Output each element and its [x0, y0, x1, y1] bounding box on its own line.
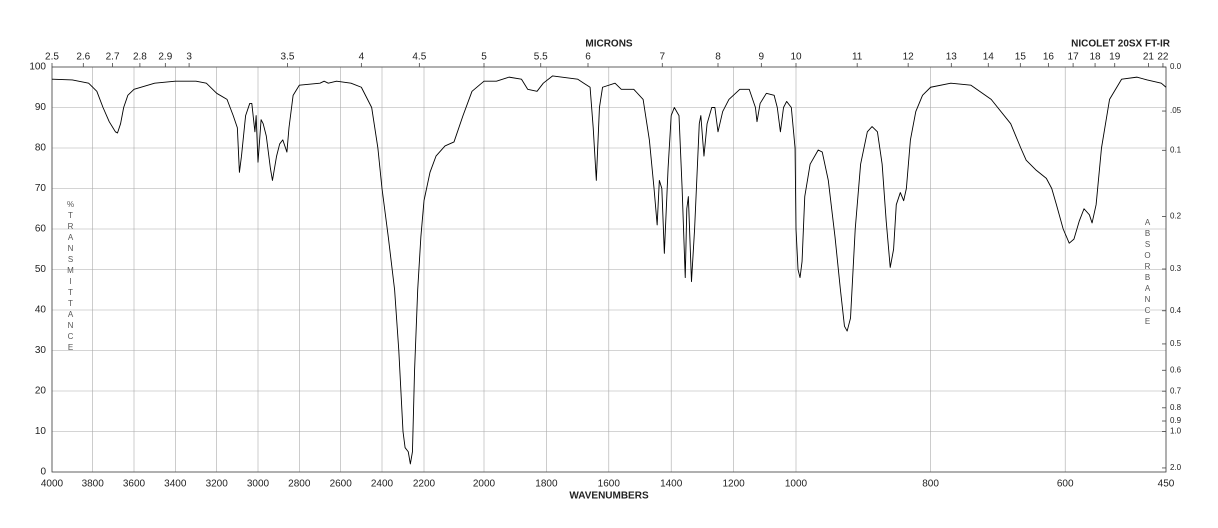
x-tick-label: 600 [1057, 479, 1074, 490]
micron-tick-label: 5 [481, 52, 487, 63]
micron-tick-label: 4 [359, 52, 365, 63]
micron-tick-label: 10 [790, 52, 802, 63]
y2-tick-label: .05 [1170, 106, 1182, 115]
x-tick-label: 4000 [41, 479, 64, 490]
x-tick-label: 3400 [164, 479, 187, 490]
micron-tick-label: 12 [903, 52, 915, 63]
micron-tick-label: 19 [1109, 52, 1121, 63]
spectrum-line [51, 75, 1167, 465]
micron-tick-label: 9 [759, 52, 765, 63]
micron-tick-label: 3.5 [281, 52, 295, 63]
micron-tick-label: 13 [946, 52, 958, 63]
y2-tick-label: 1.0 [1170, 427, 1182, 436]
micron-tick-label: 11 [852, 52, 863, 63]
y-tick-label: 70 [35, 183, 47, 194]
x-tick-label: 1000 [785, 479, 808, 490]
micron-tick-label: 5.5 [534, 52, 548, 63]
y2-tick-label: 0.0 [1170, 62, 1182, 71]
y-tick-label: 80 [35, 143, 47, 154]
x-tick-label: 3200 [206, 479, 229, 490]
x-tick-label: 1600 [598, 479, 621, 490]
y2-tick-label: 0.9 [1170, 416, 1182, 425]
micron-tick-label: 2.5 [45, 52, 59, 63]
y-tick-label: 0 [40, 467, 46, 478]
micron-tick-label: 8 [715, 52, 721, 63]
x-tick-label: 450 [1158, 479, 1175, 490]
x-tick-label: 2000 [473, 479, 496, 490]
y-tick-label: 90 [35, 102, 47, 113]
y-tick-label: 60 [35, 224, 47, 235]
x-tick-label: 3800 [82, 479, 105, 490]
x-tick-label: 1400 [660, 479, 683, 490]
micron-tick-label: 2.6 [76, 52, 90, 63]
x-tick-label: 2600 [330, 479, 353, 490]
x-tick-label: 1200 [722, 479, 745, 490]
y-tick-label: 100 [29, 62, 46, 73]
y2-axis-label: ABSORBANCE [1143, 218, 1152, 328]
y2-tick-label: 0.5 [1170, 339, 1182, 348]
x-tick-label: 1800 [535, 479, 558, 490]
micron-tick-label: 7 [660, 52, 666, 63]
y2-tick-label: 2.0 [1170, 463, 1182, 472]
chart-title: MICRONS [585, 39, 633, 50]
y2-tick-label: 0.3 [1170, 264, 1182, 273]
micron-tick-label: 18 [1090, 52, 1102, 63]
y-axis-label: %TRANSMITTANCE [66, 200, 75, 354]
instrument-label: NICOLET 20SX FT-IR [1071, 39, 1171, 50]
micron-tick-label: 2.9 [158, 52, 172, 63]
plot-frame [51, 66, 1167, 473]
x-tick-label: 2800 [288, 479, 311, 490]
x-tick-label: 2200 [413, 479, 436, 490]
x-tick-label: 3000 [247, 479, 270, 490]
y2-tick-label: 0.4 [1170, 306, 1182, 315]
y-tick-label: 50 [35, 264, 47, 275]
y-tick-label: 10 [35, 426, 47, 437]
y-tick-label: 30 [35, 345, 47, 356]
micron-tick-label: 21 [1143, 52, 1155, 63]
micron-tick-label: 17 [1068, 52, 1080, 63]
micron-tick-label: 6 [585, 52, 591, 63]
micron-tick-label: 2.7 [106, 52, 120, 63]
y2-tick-label: 0.7 [1170, 386, 1182, 395]
micron-tick-label: 22 [1157, 52, 1169, 63]
x-tick-label: 3600 [123, 479, 146, 490]
micron-tick-label: 16 [1043, 52, 1055, 63]
y-tick-label: 40 [35, 305, 47, 316]
y2-tick-label: 0.8 [1170, 403, 1182, 412]
y2-tick-label: 0.2 [1170, 212, 1182, 221]
y2-tick-label: 0.1 [1170, 145, 1182, 154]
micron-tick-label: 3 [186, 52, 192, 63]
micron-tick-label: 14 [983, 52, 995, 63]
micron-tick-label: 4.5 [412, 52, 426, 63]
y2-tick-label: 0.6 [1170, 365, 1182, 374]
x-tick-label: 2400 [371, 479, 394, 490]
x-axis-label: WAVENUMBERS [569, 491, 649, 502]
y-tick-label: 20 [35, 386, 47, 397]
micron-tick-label: 15 [1015, 52, 1027, 63]
x-tick-label: 800 [922, 479, 939, 490]
micron-tick-label: 2.8 [133, 52, 147, 63]
